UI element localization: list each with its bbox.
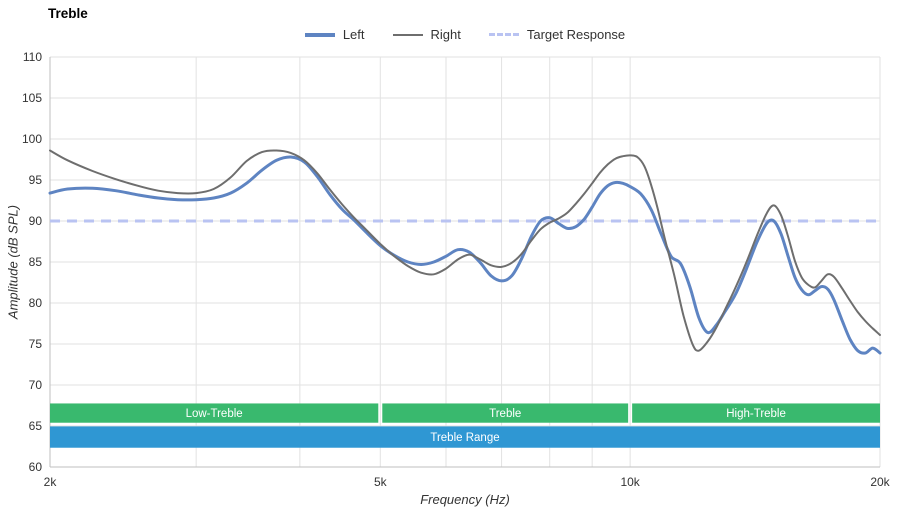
legend-label-target-response: Target Response <box>526 27 626 42</box>
y-tick-label: 90 <box>29 214 43 228</box>
zone-band-High-Treble <box>632 403 880 423</box>
zone-band-label: High-Treble <box>726 408 786 420</box>
y-tick-label: 85 <box>29 255 43 269</box>
y-tick-label: 80 <box>29 296 43 310</box>
y-tick-label: 70 <box>29 378 43 392</box>
x-tick-label: 5k <box>374 475 388 489</box>
legend: Left Right Target Response <box>50 27 880 42</box>
y-tick-label: 95 <box>29 173 43 187</box>
range-band <box>50 426 880 448</box>
range-band-label: Treble Range <box>430 432 499 444</box>
y-tick-label: 60 <box>29 460 43 474</box>
zone-band-Treble <box>382 403 629 423</box>
zone-band-label: Low-Treble <box>186 408 243 420</box>
x-tick-label: 2k <box>44 475 58 489</box>
y-axis-title: Amplitude (dB SPL) <box>5 204 21 320</box>
y-tick-label: 105 <box>22 91 42 105</box>
y-tick-label: 110 <box>23 50 42 64</box>
zone-band-Low-Treble <box>50 403 379 423</box>
x-tick-label: 10k <box>620 475 640 489</box>
chart-title: Treble <box>48 6 88 21</box>
legend-label-left: Left <box>342 27 365 42</box>
x-axis-title: Frequency (Hz) <box>420 492 510 507</box>
legend-item-right[interactable]: Right <box>392 27 461 42</box>
left-curve <box>48 155 882 355</box>
legend-label-right: Right <box>430 27 461 42</box>
left-line-swatch <box>304 32 335 37</box>
legend-item-left[interactable]: Left <box>304 27 365 42</box>
y-tick-label: 75 <box>29 337 43 351</box>
y-tick-label: 65 <box>29 419 43 433</box>
y-tick-label: 100 <box>22 132 42 146</box>
right-curve <box>49 149 881 352</box>
zone-band-label: Treble <box>489 408 521 420</box>
right-line-swatch <box>392 33 423 36</box>
target-response-swatch <box>488 33 519 36</box>
x-tick-label: 20k <box>870 475 890 489</box>
legend-item-target-response[interactable]: Target Response <box>488 27 626 42</box>
